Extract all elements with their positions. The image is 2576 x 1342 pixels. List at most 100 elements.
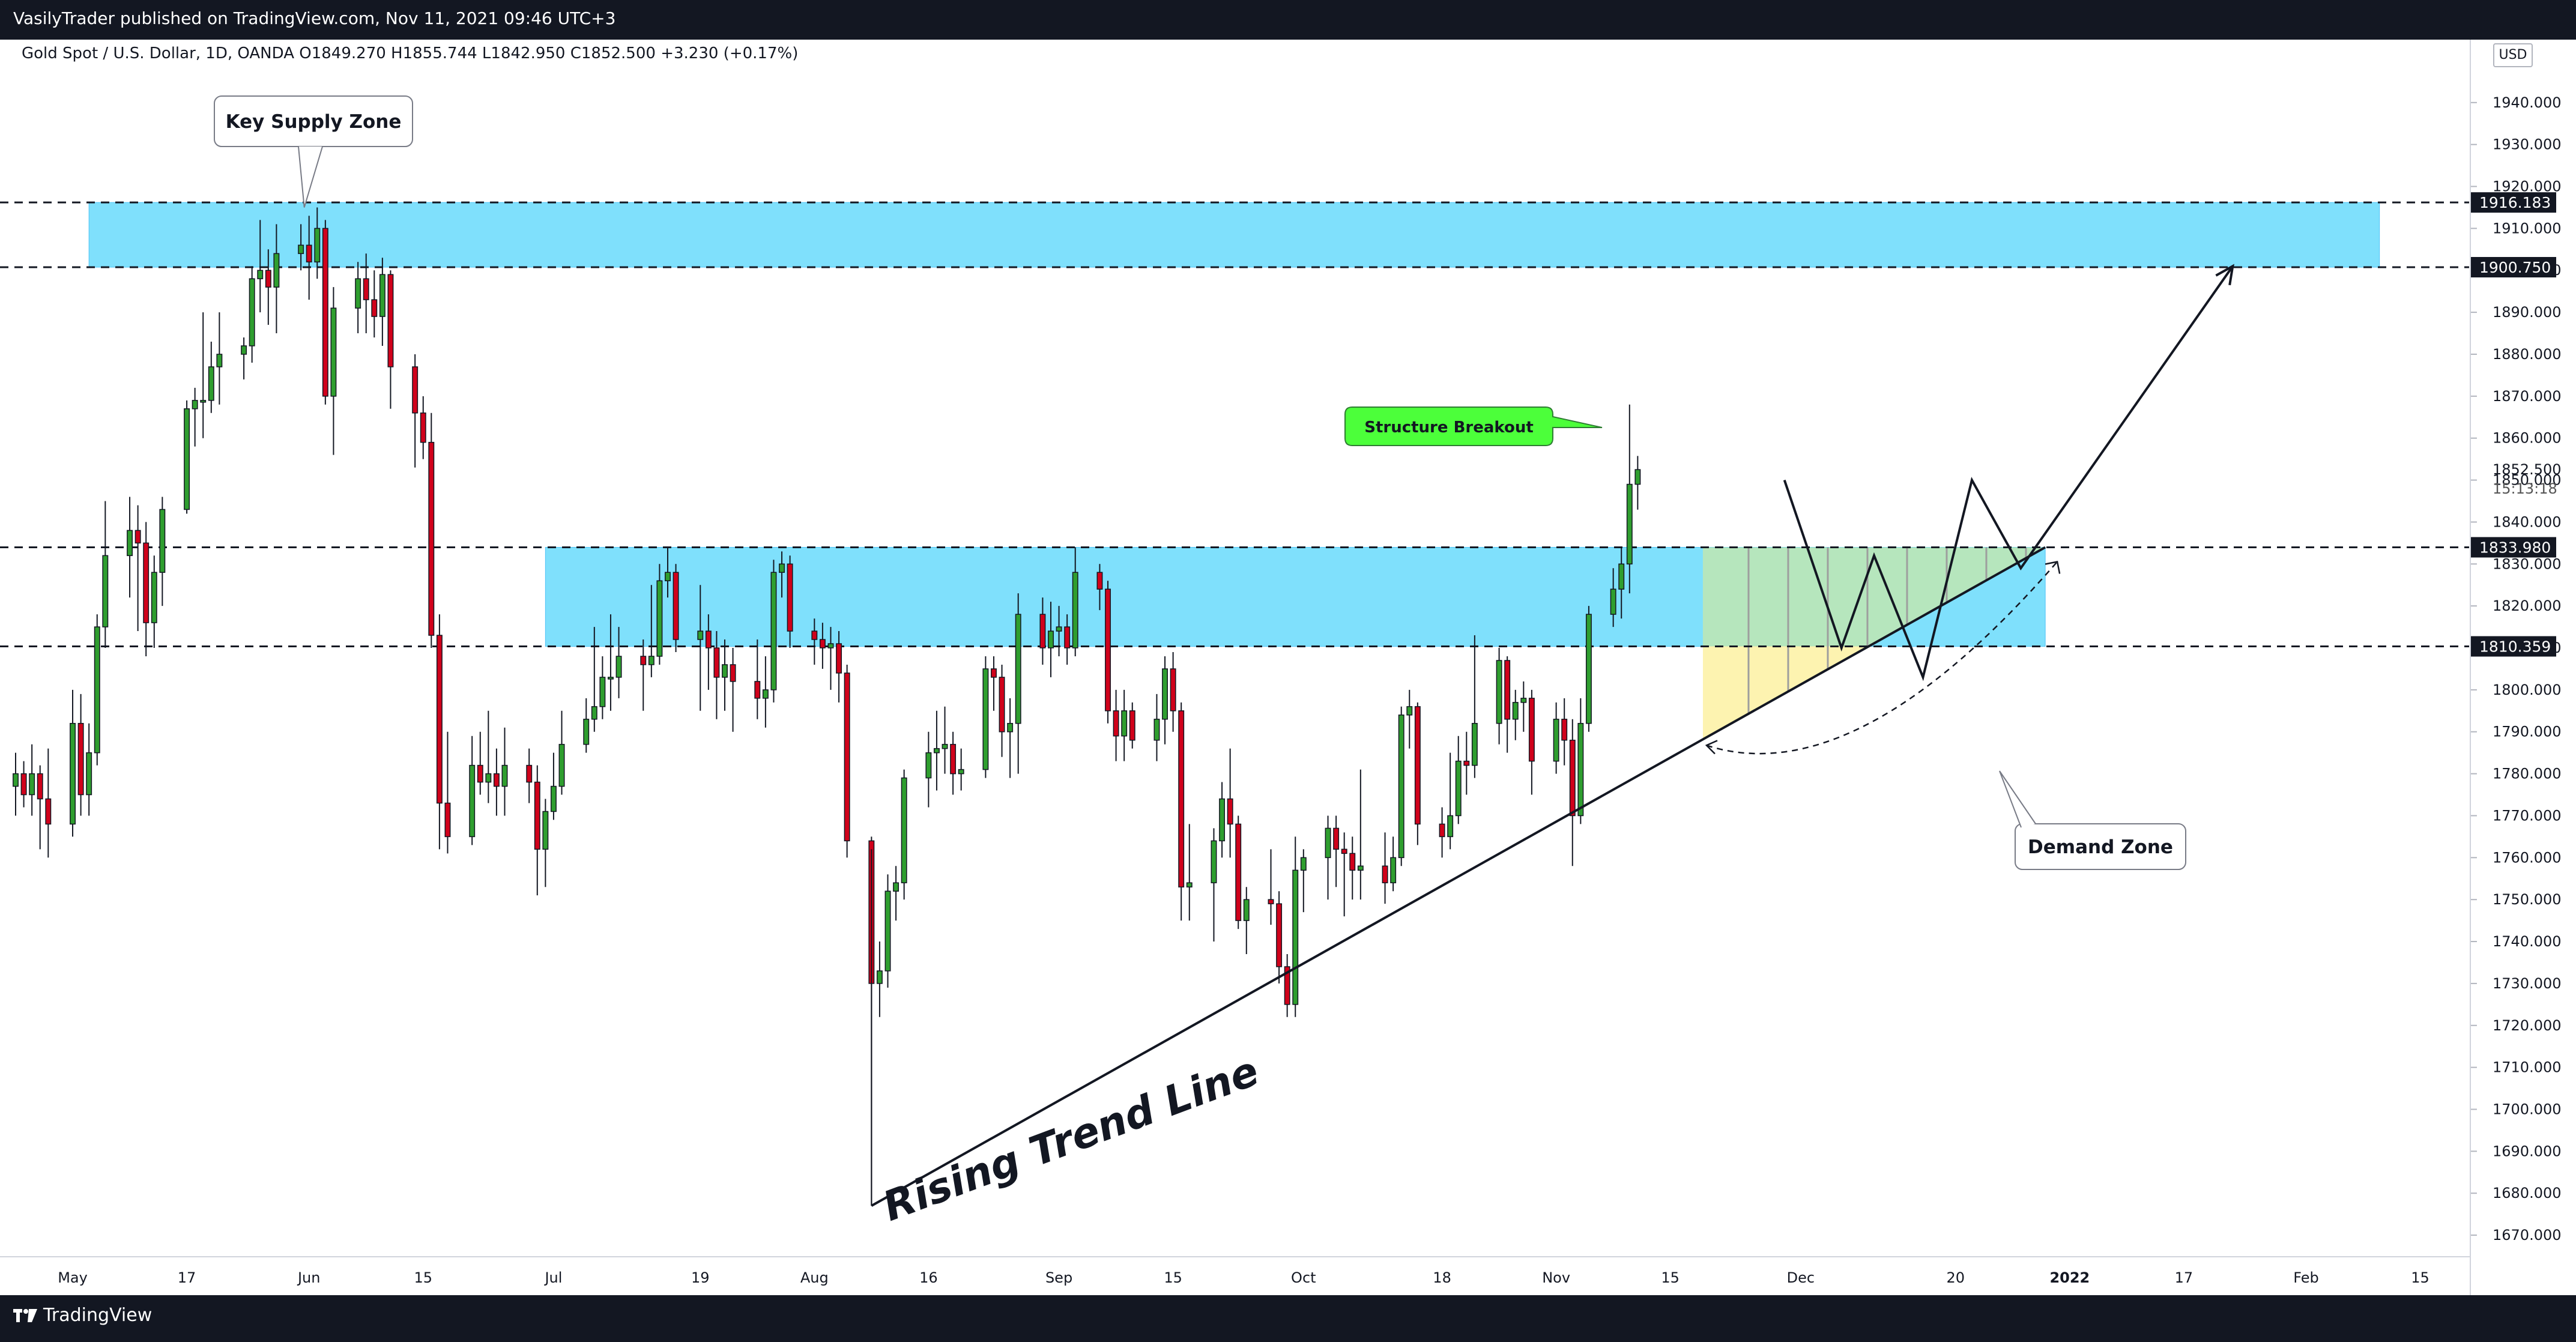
- price-tick-label: 1850.000: [2493, 472, 2562, 489]
- candle-up: [827, 643, 834, 648]
- candle-up: [1553, 719, 1559, 762]
- candle-down: [1235, 823, 1242, 921]
- candle-down: [730, 664, 736, 682]
- candle-up: [216, 354, 223, 367]
- time-axis-tick: 15: [1661, 1269, 1680, 1286]
- candle-up: [876, 970, 883, 984]
- candle-up: [1406, 706, 1413, 716]
- candle-down: [1569, 739, 1576, 817]
- price-axis-scale: 1670.000 1680.000 1690.000 1700.000 1710.000…: [2471, 94, 2562, 1244]
- candle-up: [1325, 827, 1331, 859]
- candle-down: [1414, 706, 1421, 825]
- price-tick-label: 1770.000: [2493, 807, 2562, 824]
- candle-up: [697, 630, 704, 640]
- candle-up: [13, 773, 19, 787]
- candle-up: [542, 811, 549, 850]
- price-tick-label: 1880.000: [2493, 346, 2562, 363]
- candle-up: [70, 723, 76, 825]
- price-tick-label: 1730.000: [2493, 975, 2562, 992]
- time-axis-tick: 16: [919, 1269, 938, 1286]
- price-tick-label: 1700.000: [2493, 1101, 2562, 1117]
- candle-up: [273, 253, 280, 288]
- candle-down: [135, 530, 141, 544]
- candle-up: [1496, 660, 1502, 724]
- time-axis: May 17 Jun 15 Jul 19 Aug 16 Sep 15 Oct 18 Nov 15 Dec 20…: [0, 1256, 2470, 1286]
- candle-up: [1056, 626, 1062, 632]
- time-axis-tick: Feb: [2293, 1269, 2319, 1286]
- demand-arc-arrow: [2045, 560, 2061, 574]
- currency-button[interactable]: USD: [2493, 43, 2533, 67]
- candle-up: [1390, 857, 1397, 883]
- time-axis-tick: Nov: [1542, 1269, 1570, 1286]
- candle-up: [1455, 760, 1462, 817]
- candle-down: [1561, 719, 1568, 741]
- candle-up: [330, 307, 337, 397]
- candle-down: [1129, 710, 1135, 741]
- candle-down: [1382, 865, 1388, 883]
- level-price-badge: [2471, 257, 2556, 278]
- candle-up: [958, 769, 964, 775]
- candle-up: [901, 777, 907, 883]
- price-tick-label: 1870.000: [2493, 388, 2562, 405]
- candle-up: [656, 580, 663, 657]
- candle-up: [665, 572, 671, 581]
- candle-up: [884, 890, 891, 972]
- candle-up: [1618, 563, 1625, 590]
- candle-up: [355, 278, 361, 309]
- price-tick-label: 1720.000: [2493, 1017, 2562, 1034]
- level-price-badge: [2471, 537, 2556, 558]
- candle-up: [298, 244, 304, 255]
- candle-down: [265, 270, 271, 288]
- price-tick-label: 1710.000: [2493, 1059, 2562, 1076]
- candle-down: [787, 563, 793, 632]
- candles-layer: [13, 207, 1641, 1206]
- candle-up: [1219, 798, 1226, 842]
- candle-up: [241, 345, 247, 355]
- candle-up: [1162, 668, 1168, 720]
- level-price-badge: [2471, 192, 2556, 213]
- candle-up: [1520, 698, 1527, 703]
- candle-down: [999, 677, 1005, 733]
- candle-up: [501, 764, 508, 787]
- candle-up: [249, 278, 255, 346]
- time-axis-tick: Aug: [800, 1269, 829, 1286]
- candle-down: [1039, 614, 1046, 648]
- candle-down: [836, 643, 842, 674]
- price-tick-label: 1840.000: [2493, 513, 2562, 530]
- candle-down: [77, 723, 84, 796]
- price-tick-label: 1750.000: [2493, 891, 2562, 908]
- price-tick-label: 1800.000: [2493, 682, 2562, 698]
- candle-up: [1211, 840, 1217, 883]
- candle-up: [1007, 723, 1014, 733]
- candle-up: [762, 689, 769, 699]
- publisher-text: VasilyTrader published on TradingView.co…: [13, 8, 616, 28]
- candle-down: [20, 773, 27, 796]
- level-price-badge: [2471, 636, 2556, 657]
- price-tick-label: 1930.000: [2493, 136, 2562, 153]
- projection-path: [1783, 265, 2234, 682]
- candle-down: [950, 743, 957, 775]
- candle-up: [591, 706, 597, 720]
- tradingview-logo[interactable]: TradingView: [13, 1305, 152, 1326]
- candle-down: [493, 773, 500, 787]
- time-axis-tick: May: [58, 1269, 88, 1286]
- price-tick-label: 1860.000: [2493, 430, 2562, 447]
- price-axis[interactable]: 1670.000 1680.000 1690.000 1700.000 1710.000…: [2470, 40, 2576, 1295]
- time-axis-tick: 20: [1947, 1269, 1965, 1286]
- candle-up: [257, 270, 264, 279]
- candle-up: [942, 743, 948, 749]
- time-axis-tick: 17: [2175, 1269, 2194, 1286]
- candle-up: [779, 563, 785, 573]
- candle-up: [208, 366, 214, 401]
- candle-down: [991, 668, 997, 678]
- candle-up: [1048, 630, 1054, 648]
- candle-down: [1268, 899, 1274, 904]
- candle-down: [1105, 588, 1111, 712]
- candle-up: [29, 773, 35, 796]
- time-axis-tick: 15: [1164, 1269, 1182, 1286]
- candle-down: [387, 274, 394, 367]
- candle-down: [526, 764, 533, 783]
- candle-up: [192, 400, 198, 410]
